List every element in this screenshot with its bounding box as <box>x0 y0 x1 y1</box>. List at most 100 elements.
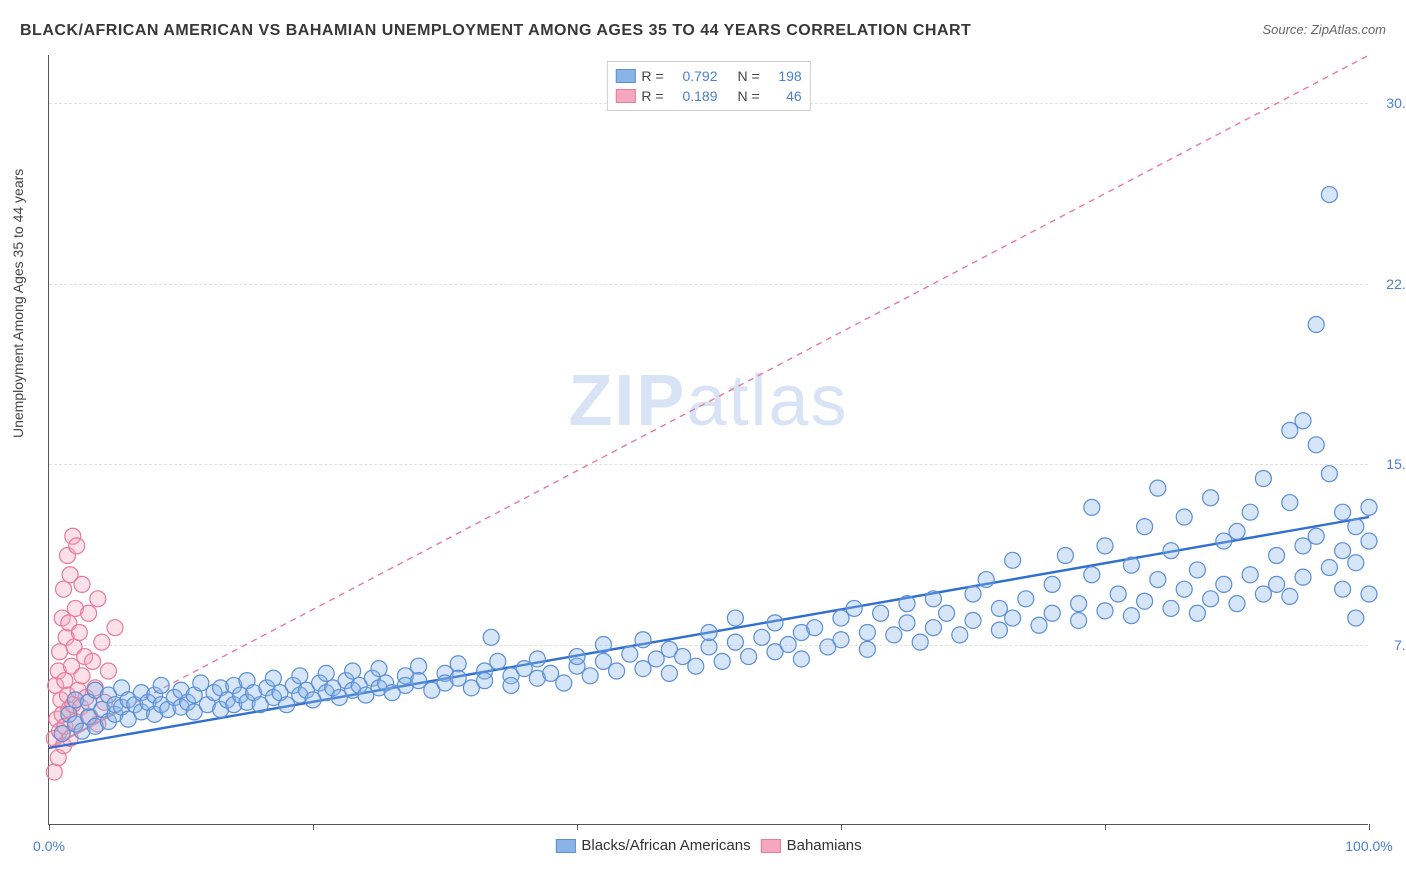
data-point <box>661 665 677 681</box>
data-point <box>74 576 90 592</box>
data-point <box>1361 499 1377 515</box>
data-point <box>793 651 809 667</box>
data-point <box>71 625 87 641</box>
data-point <box>1282 495 1298 511</box>
data-point <box>1321 187 1337 203</box>
data-point <box>1189 605 1205 621</box>
data-point <box>1018 591 1034 607</box>
data-point <box>1110 586 1126 602</box>
data-point <box>767 615 783 631</box>
data-point <box>925 591 941 607</box>
data-point <box>100 663 116 679</box>
data-point <box>1216 533 1232 549</box>
data-point <box>490 653 506 669</box>
legend-label-bahamians: Bahamians <box>787 837 862 854</box>
data-point <box>582 668 598 684</box>
data-point <box>859 641 875 657</box>
data-point <box>622 646 638 662</box>
data-point <box>1335 504 1351 520</box>
data-point <box>1084 567 1100 583</box>
data-point <box>90 591 106 607</box>
data-point <box>1308 437 1324 453</box>
data-point <box>529 651 545 667</box>
y-tick-label: 22.5% <box>1386 276 1406 292</box>
data-point <box>543 665 559 681</box>
data-point <box>345 663 361 679</box>
data-point <box>1057 548 1073 564</box>
data-point <box>1123 608 1139 624</box>
data-point <box>859 625 875 641</box>
data-point <box>754 629 770 645</box>
x-tick <box>49 824 50 830</box>
data-point <box>727 634 743 650</box>
data-point <box>780 637 796 653</box>
data-point <box>635 661 651 677</box>
data-point <box>477 673 493 689</box>
data-point <box>411 658 427 674</box>
data-point <box>899 596 915 612</box>
data-point <box>1255 586 1271 602</box>
data-point <box>675 649 691 665</box>
data-point <box>1176 581 1192 597</box>
data-point <box>483 629 499 645</box>
legend-label-blacks: Blacks/African Americans <box>581 837 750 854</box>
data-point <box>1203 490 1219 506</box>
x-tick <box>1105 824 1106 830</box>
data-point <box>741 649 757 665</box>
data-point <box>1031 617 1047 633</box>
x-tick <box>841 824 842 830</box>
y-axis-label: Unemployment Among Ages 35 to 44 years <box>10 169 26 438</box>
data-point <box>925 620 941 636</box>
data-point <box>1269 576 1285 592</box>
data-point <box>939 605 955 621</box>
data-point <box>1084 499 1100 515</box>
data-point <box>1242 567 1258 583</box>
data-point <box>833 632 849 648</box>
x-tick <box>577 824 578 830</box>
data-point <box>107 620 123 636</box>
data-point <box>1335 581 1351 597</box>
data-point <box>833 610 849 626</box>
data-point <box>1176 509 1192 525</box>
y-tick-label: 7.5% <box>1394 637 1406 653</box>
data-point <box>1005 552 1021 568</box>
data-point <box>1203 591 1219 607</box>
data-point <box>595 653 611 669</box>
swatch-blacks-icon <box>555 839 575 853</box>
data-point <box>1295 569 1311 585</box>
data-point <box>1335 543 1351 559</box>
data-point <box>1348 519 1364 535</box>
data-point <box>965 612 981 628</box>
data-point <box>94 634 110 650</box>
x-tick <box>1369 824 1370 830</box>
data-point <box>912 634 928 650</box>
data-point <box>1242 504 1258 520</box>
data-point <box>1123 557 1139 573</box>
data-point <box>978 572 994 588</box>
data-point <box>1216 576 1232 592</box>
data-point <box>81 605 97 621</box>
data-point <box>69 538 85 554</box>
data-point <box>556 675 572 691</box>
data-point <box>371 661 387 677</box>
data-point <box>727 610 743 626</box>
legend-item-blacks: Blacks/African Americans <box>555 837 750 854</box>
data-point <box>1229 596 1245 612</box>
data-point <box>1308 528 1324 544</box>
data-point <box>1150 480 1166 496</box>
data-point <box>1071 612 1087 628</box>
data-point <box>1295 538 1311 554</box>
data-point <box>688 658 704 674</box>
data-point <box>1137 593 1153 609</box>
data-point <box>701 639 717 655</box>
data-point <box>1189 562 1205 578</box>
data-point <box>54 726 70 742</box>
data-point <box>1269 548 1285 564</box>
data-point <box>991 600 1007 616</box>
data-point <box>635 632 651 648</box>
data-point <box>1071 596 1087 612</box>
data-point <box>846 600 862 616</box>
data-point <box>56 581 72 597</box>
legend-series: Blacks/African Americans Bahamians <box>555 837 861 854</box>
plot-area: ZIPatlas 7.5%15.0%22.5%30.0% 0.0%100.0% … <box>48 55 1368 825</box>
